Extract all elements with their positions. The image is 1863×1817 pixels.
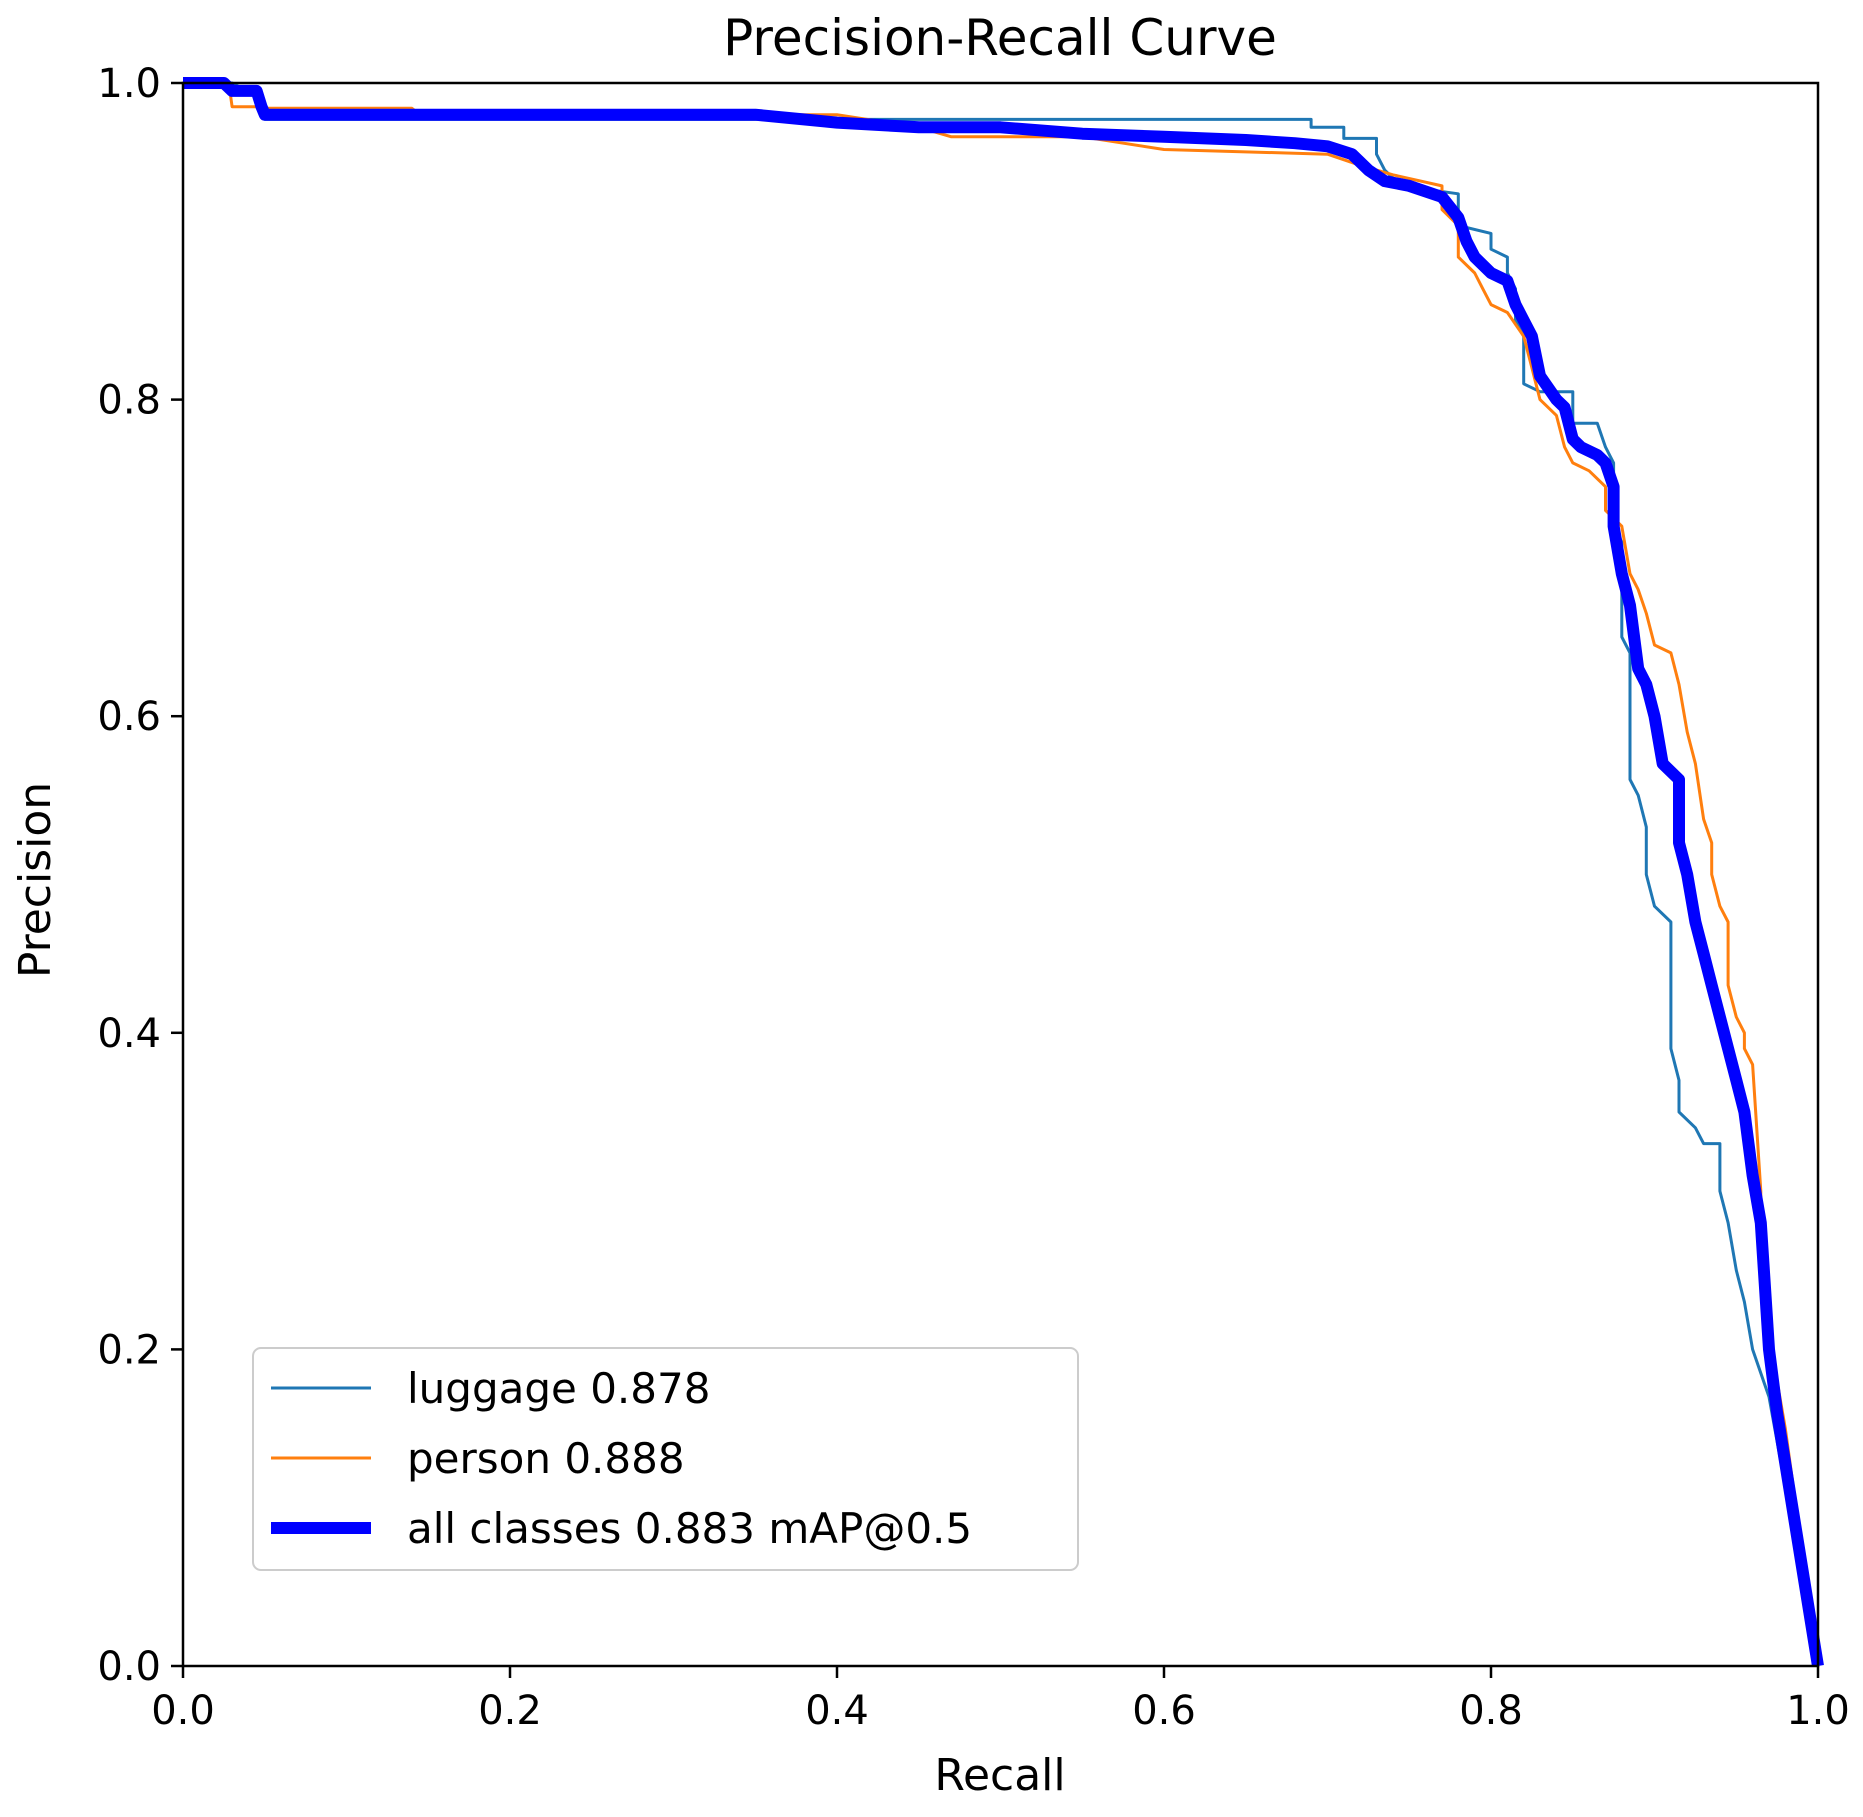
x-tick-label: 0.6 bbox=[1132, 1688, 1196, 1734]
y-tick-label: 0.4 bbox=[97, 1011, 161, 1057]
chart-title: Precision-Recall Curve bbox=[723, 9, 1277, 67]
y-tick-label: 1.0 bbox=[97, 61, 161, 107]
plot-frame bbox=[181, 81, 1820, 1668]
series-layer bbox=[183, 77, 1824, 1667]
legend-box bbox=[252, 1347, 1079, 1571]
x-tick-label: 0.2 bbox=[478, 1688, 542, 1734]
legend-label-3: all classes 0.883 mAP@0.5 bbox=[407, 1504, 972, 1553]
series-line-1 bbox=[183, 81, 1820, 1667]
y-tick-label: 0.0 bbox=[97, 1644, 161, 1690]
x-tick-label: 0.4 bbox=[805, 1688, 869, 1734]
x-tick-label: 0.8 bbox=[1459, 1688, 1523, 1734]
axes-layer: 0.0 0.2 0.4 0.6 0.8 1.0 0.0 0.2 0.4 0.6 0.8 1.0 bbox=[97, 61, 1849, 1734]
x-tick-label: 0.0 bbox=[151, 1688, 215, 1734]
legend-label-2: person 0.888 bbox=[407, 1434, 685, 1483]
series-line-2 bbox=[183, 81, 1820, 1667]
y-tick-label: 0.8 bbox=[97, 378, 161, 424]
x-axis-label: Recall bbox=[934, 1750, 1065, 1801]
y-axis-label: Precision bbox=[10, 782, 61, 978]
x-tick-label: 1.0 bbox=[1786, 1688, 1850, 1734]
legend: luggage 0.878 person 0.888 all classes 0.8… bbox=[252, 1347, 1079, 1571]
y-tick-label: 0.6 bbox=[97, 694, 161, 740]
series-line-3 bbox=[183, 77, 1824, 1667]
legend-label-1: luggage 0.878 bbox=[407, 1364, 710, 1413]
y-tick-label: 0.2 bbox=[97, 1327, 161, 1373]
